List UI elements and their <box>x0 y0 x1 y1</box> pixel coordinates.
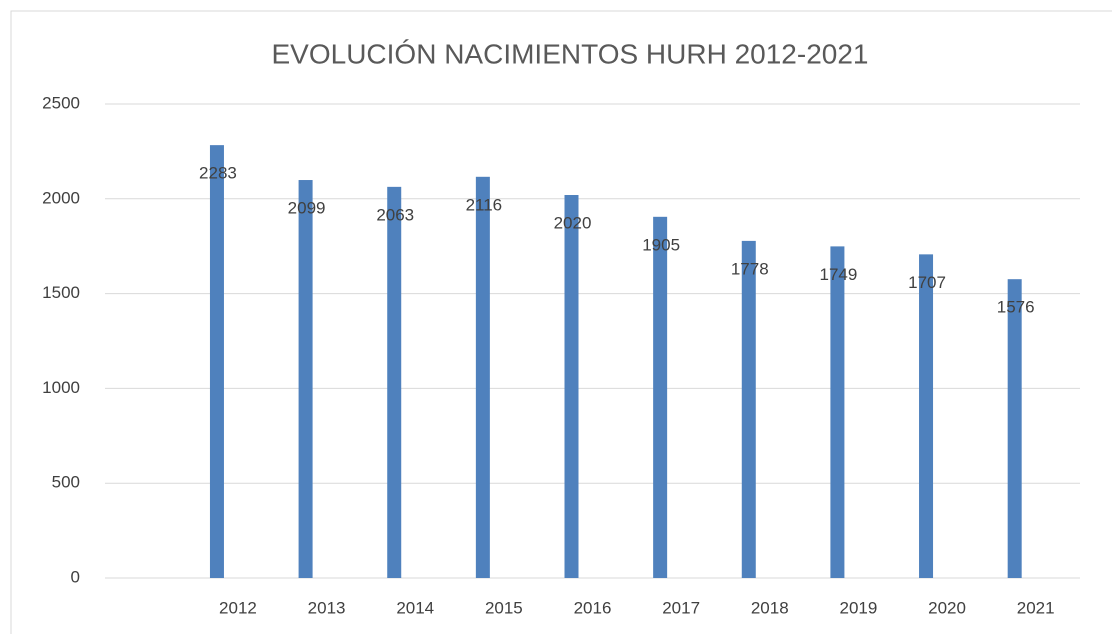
x-tick-label: 2020 <box>928 598 966 617</box>
x-tick-label: 2015 <box>485 598 523 617</box>
bar <box>919 254 934 579</box>
x-tick-label: 2019 <box>839 598 877 617</box>
x-tick-label: 2016 <box>574 598 612 617</box>
x-tick-label: 2021 <box>1017 598 1055 617</box>
bar <box>475 176 490 578</box>
bar <box>830 246 845 579</box>
bar <box>387 186 402 578</box>
y-tick-label: 1000 <box>42 378 80 397</box>
data-label: 2063 <box>376 205 414 224</box>
chart-title: EVOLUCIÓN NACIMIENTOS HURH 2012-2021 <box>272 38 869 69</box>
data-label: 1778 <box>731 259 769 278</box>
x-tick-label: 2018 <box>751 598 789 617</box>
bar <box>1007 279 1022 578</box>
data-label: 1576 <box>997 298 1035 317</box>
data-label: 2116 <box>466 195 503 214</box>
x-tick-label: 2013 <box>308 598 346 617</box>
bar <box>298 180 313 578</box>
bar <box>653 216 668 578</box>
data-label: 1707 <box>908 273 946 292</box>
data-label: 1905 <box>642 235 680 254</box>
y-tick-label: 0 <box>71 567 80 586</box>
data-label: 1749 <box>819 265 857 284</box>
bar <box>564 195 579 578</box>
x-tick-label: 2014 <box>396 598 434 617</box>
bar <box>741 240 756 578</box>
x-tick-label: 2012 <box>219 598 257 617</box>
y-tick-label: 500 <box>52 473 80 492</box>
bar <box>209 145 224 579</box>
y-tick-label: 2000 <box>42 188 80 207</box>
data-label: 2283 <box>199 164 237 183</box>
y-tick-label: 2500 <box>42 93 80 112</box>
data-label: 2020 <box>554 213 592 232</box>
data-label: 2099 <box>288 199 326 218</box>
x-tick-label: 2017 <box>662 598 700 617</box>
y-tick-label: 1500 <box>42 283 80 302</box>
